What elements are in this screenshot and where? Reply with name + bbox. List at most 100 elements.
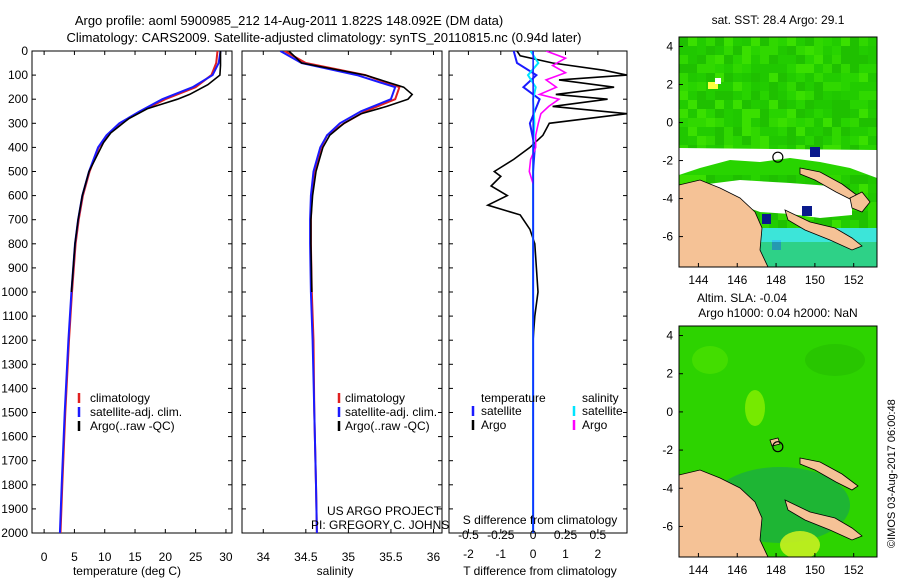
s-tick-label: -0.5 xyxy=(458,528,479,542)
sst-cell xyxy=(751,136,760,145)
s-tick-label: 0 xyxy=(530,528,537,542)
salinity-plot-frame xyxy=(241,50,443,534)
sst-cell xyxy=(850,175,859,184)
sst-cell xyxy=(814,46,823,55)
sst-cell xyxy=(679,118,688,127)
depth-tick-label: 1200 xyxy=(1,333,28,347)
depth-tick-label: 0 xyxy=(21,44,28,58)
sst-cell xyxy=(715,37,724,46)
salinity-axis-ticks: 34 34.5 35 35.5 36 xyxy=(257,51,440,564)
sst-cell xyxy=(787,100,796,109)
sst-cell xyxy=(841,136,850,145)
sst-cell xyxy=(724,82,733,91)
sst-cell xyxy=(706,118,715,127)
sst-cell xyxy=(769,82,778,91)
sst-nodata-coastal xyxy=(700,180,852,218)
sst-cell xyxy=(832,55,841,64)
sst-cell xyxy=(697,37,706,46)
sst-cell xyxy=(724,175,733,184)
depth-tick-label: 1100 xyxy=(2,309,28,323)
sst-cell xyxy=(706,46,715,55)
salinity-depth-ticks xyxy=(242,50,442,534)
sst-cell xyxy=(751,73,760,82)
sst-cell xyxy=(805,118,814,127)
new-britain-land xyxy=(784,499,863,541)
depth-tick-label: 400 xyxy=(8,140,28,154)
sst-cell xyxy=(787,91,796,100)
project-label: US ARGO PROJECT xyxy=(327,504,442,518)
sst-cell xyxy=(724,109,733,118)
sst-cell xyxy=(841,73,850,82)
series-line-argo-raw-qc- xyxy=(288,51,414,293)
map-y-tick-label: -4 xyxy=(662,481,673,495)
sst-cell xyxy=(715,118,724,127)
sst-cell xyxy=(742,127,751,136)
t-difference-xlabel: T difference from climatology xyxy=(463,564,617,578)
sst-cell xyxy=(850,55,859,64)
sst-cell xyxy=(868,73,877,82)
sst-cell xyxy=(697,127,706,136)
sst-cell xyxy=(787,136,796,145)
sst-cell xyxy=(796,211,805,220)
sst-cell xyxy=(733,55,742,64)
sst-cell xyxy=(787,82,796,91)
sst-cell xyxy=(823,220,832,229)
sst-cell xyxy=(679,175,688,184)
map-x-tick-label: 152 xyxy=(844,273,864,287)
sst-cell xyxy=(706,175,715,184)
sst-cell xyxy=(850,184,859,193)
sla-map-frame xyxy=(678,325,878,558)
map-y-tick-label: -2 xyxy=(662,443,673,457)
sst-nodata-speck xyxy=(715,78,721,84)
sst-cell xyxy=(706,109,715,118)
sst-cell xyxy=(868,118,877,127)
island-land xyxy=(849,191,871,213)
sst-cell xyxy=(796,37,805,46)
sst-cell xyxy=(787,46,796,55)
sst-cell xyxy=(688,127,697,136)
depth-tick-label: 1400 xyxy=(1,381,28,395)
float-position-marker xyxy=(772,441,784,453)
sst-cell xyxy=(688,118,697,127)
sst-cell xyxy=(841,64,850,73)
sst-cell xyxy=(805,175,814,184)
map-x-tick-label: 148 xyxy=(766,563,786,577)
legend-label-t-argo: Argo xyxy=(481,418,507,432)
sst-cell xyxy=(868,136,877,145)
sst-cell xyxy=(706,37,715,46)
map-x-tick-label: 148 xyxy=(766,273,786,287)
sst-cell xyxy=(859,91,868,100)
sst-cell xyxy=(733,64,742,73)
sst-cell xyxy=(859,136,868,145)
depth-tick-label: 300 xyxy=(8,116,28,130)
sst-cell xyxy=(832,37,841,46)
sst-cell xyxy=(796,46,805,55)
sst-cell xyxy=(715,82,724,91)
sst-cell xyxy=(742,100,751,109)
sst-cell xyxy=(814,100,823,109)
sst-cell xyxy=(796,55,805,64)
s-tick-label: 0.5 xyxy=(590,528,607,542)
depth-tick-label: 100 xyxy=(8,68,28,82)
sst-cell xyxy=(787,73,796,82)
sst-cell xyxy=(823,64,832,73)
sst-cell xyxy=(778,136,787,145)
sst-cell xyxy=(751,55,760,64)
sla-high-anomaly-south xyxy=(780,531,820,557)
sst-cell xyxy=(823,100,832,109)
sst-cell xyxy=(679,46,688,55)
sst-cell xyxy=(850,100,859,109)
sst-cell xyxy=(868,175,877,184)
map-x-tick-label: 152 xyxy=(844,563,864,577)
sst-cell xyxy=(850,127,859,136)
sst-cell xyxy=(733,46,742,55)
credit-label: ©IMOS 03-Aug-2017 06:00:48 xyxy=(886,399,898,548)
sst-cell xyxy=(868,202,877,211)
sst-cell xyxy=(814,109,823,118)
sst-cell xyxy=(796,127,805,136)
sst-cell xyxy=(733,100,742,109)
depth-tick-label: 600 xyxy=(8,189,28,203)
legend-label-climatology: climatology xyxy=(90,391,150,405)
sst-cell xyxy=(832,109,841,118)
sst-cell xyxy=(832,136,841,145)
